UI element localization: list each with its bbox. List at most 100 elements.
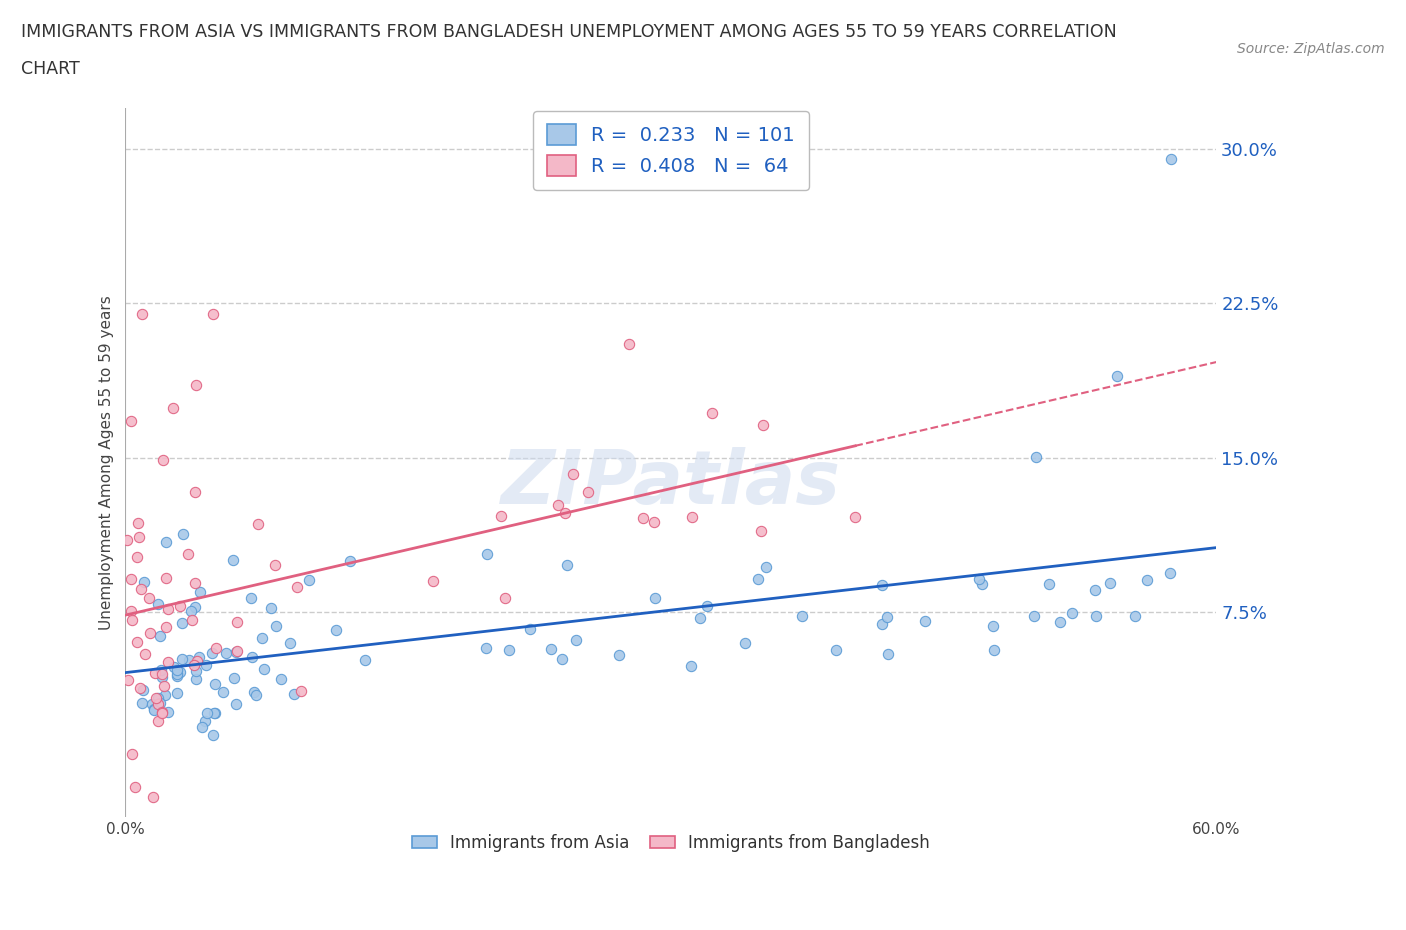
Point	[211, 684, 233, 699]
Point	[422, 574, 444, 589]
Point	[146, 713, 169, 728]
Point	[120, 414, 142, 429]
Point	[202, 705, 225, 720]
Point	[561, 467, 583, 482]
Point	[876, 646, 898, 661]
Point	[242, 684, 264, 699]
Point	[166, 662, 188, 677]
Point	[115, 533, 138, 548]
Point	[138, 591, 160, 605]
Point	[202, 727, 225, 742]
Point	[1060, 605, 1083, 620]
Point	[607, 647, 630, 662]
Point	[554, 506, 576, 521]
Point	[755, 560, 778, 575]
Point	[239, 591, 262, 605]
Point	[225, 697, 247, 711]
Text: Source: ZipAtlas.com: Source: ZipAtlas.com	[1237, 42, 1385, 56]
Point	[184, 663, 207, 678]
Point	[149, 662, 172, 677]
Point	[129, 581, 152, 596]
Point	[138, 625, 160, 640]
Point	[280, 635, 302, 650]
Point	[188, 584, 211, 599]
Point	[166, 669, 188, 684]
Point	[870, 617, 893, 631]
Point	[124, 779, 146, 794]
Point	[195, 706, 218, 721]
Point	[1022, 609, 1045, 624]
Point	[134, 646, 156, 661]
Point	[240, 649, 263, 664]
Point	[145, 691, 167, 706]
Point	[149, 696, 172, 711]
Point	[679, 658, 702, 673]
Point	[747, 572, 769, 587]
Point	[204, 706, 226, 721]
Point	[1025, 449, 1047, 464]
Point	[224, 671, 246, 685]
Point	[1159, 565, 1181, 580]
Point	[1160, 152, 1182, 166]
Point	[547, 498, 569, 512]
Point	[202, 306, 225, 321]
Point	[177, 653, 200, 668]
Point	[155, 687, 177, 702]
Point	[225, 644, 247, 659]
Point	[121, 746, 143, 761]
Point	[149, 629, 172, 644]
Point	[194, 713, 217, 728]
Point	[142, 701, 165, 716]
Point	[143, 666, 166, 681]
Point	[339, 553, 361, 568]
Point	[169, 664, 191, 679]
Point	[156, 602, 179, 617]
Text: IMMIGRANTS FROM ASIA VS IMMIGRANTS FROM BANGLADESH UNEMPLOYMENT AMONG AGES 55 TO: IMMIGRANTS FROM ASIA VS IMMIGRANTS FROM …	[21, 23, 1116, 41]
Point	[981, 618, 1004, 633]
Point	[644, 591, 666, 605]
Point	[150, 670, 173, 684]
Point	[127, 634, 149, 649]
Point	[131, 306, 153, 321]
Point	[876, 609, 898, 624]
Point	[141, 697, 163, 711]
Y-axis label: Unemployment Among Ages 55 to 59 years: Unemployment Among Ages 55 to 59 years	[100, 296, 114, 631]
Point	[287, 579, 309, 594]
Point	[214, 645, 236, 660]
Point	[245, 687, 267, 702]
Point	[150, 666, 173, 681]
Point	[1136, 573, 1159, 588]
Point	[246, 516, 269, 531]
Point	[914, 614, 936, 629]
Point	[183, 658, 205, 672]
Point	[190, 720, 212, 735]
Point	[128, 529, 150, 544]
Point	[752, 418, 775, 432]
Point	[155, 570, 177, 585]
Point	[494, 591, 516, 605]
Point	[132, 683, 155, 698]
Point	[475, 641, 498, 656]
Point	[519, 621, 541, 636]
Point	[565, 632, 588, 647]
Point	[186, 654, 208, 669]
Point	[983, 643, 1005, 658]
Point	[166, 666, 188, 681]
Point	[749, 524, 772, 538]
Point	[259, 601, 281, 616]
Point	[250, 631, 273, 645]
Point	[1123, 609, 1146, 624]
Point	[290, 684, 312, 698]
Point	[270, 671, 292, 686]
Text: CHART: CHART	[21, 60, 80, 78]
Point	[681, 509, 703, 524]
Point	[969, 571, 991, 586]
Point	[226, 644, 249, 658]
Point	[498, 643, 520, 658]
Point	[170, 616, 193, 631]
Point	[555, 558, 578, 573]
Point	[205, 641, 228, 656]
Point	[222, 552, 245, 567]
Point	[162, 400, 184, 415]
Point	[156, 704, 179, 719]
